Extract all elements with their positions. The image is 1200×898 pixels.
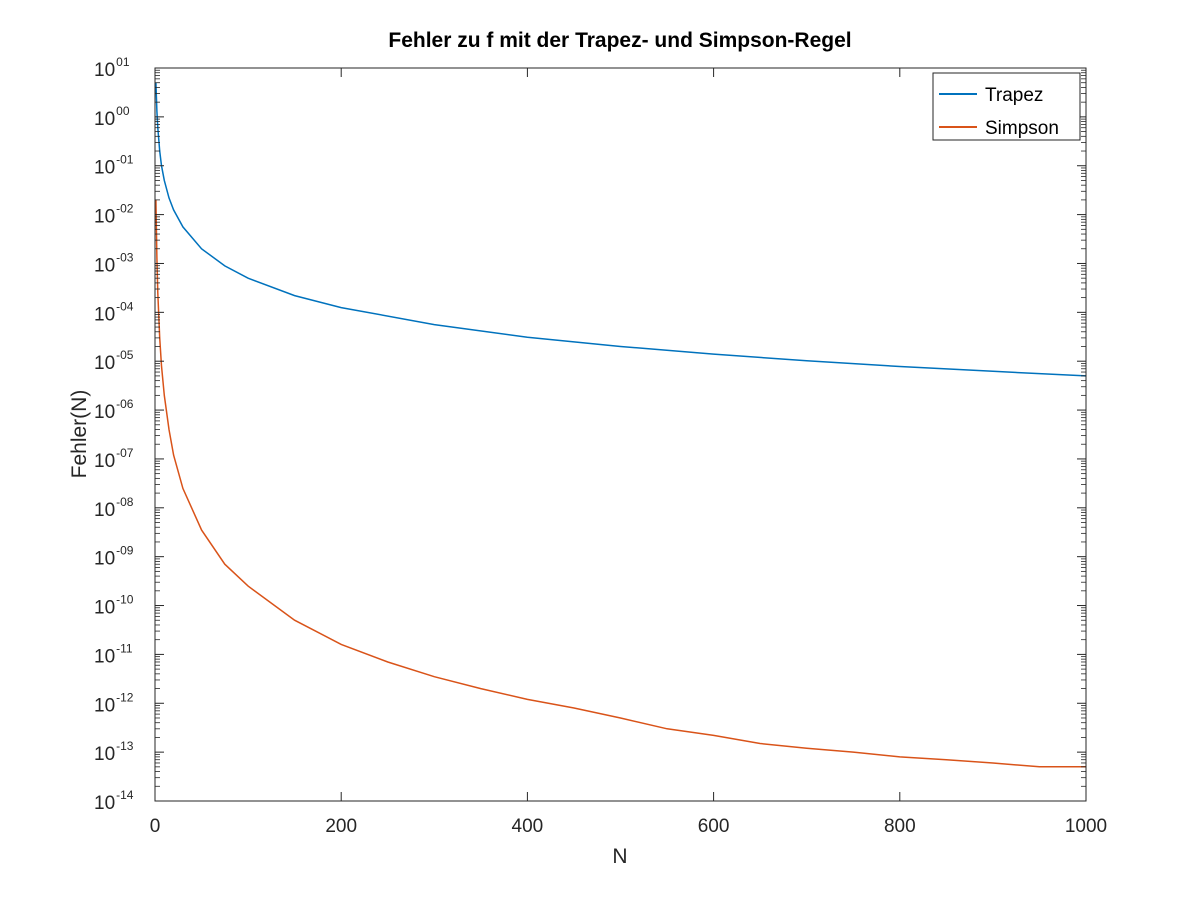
y-tick-label: 10-10 — [94, 593, 134, 619]
y-tick-label: 10-06 — [94, 397, 134, 423]
y-tick-label: 10-07 — [94, 446, 134, 472]
y-tick-labels: 1001 1000 10-01 10-02 10-03 10-04 10-05 10-06 10… — [94, 55, 134, 814]
y-tick-label: 10-01 — [94, 153, 134, 179]
y-tick-label: 1000 — [94, 104, 130, 130]
legend-box — [932, 72, 1081, 141]
series-line-trapez — [155, 82, 1087, 377]
y-axis-label: Fehler(N) — [68, 390, 91, 479]
ticks-layer — [154, 67, 1087, 802]
chart-title: Fehler zu f mit der Trapez- und Simpson-… — [388, 29, 851, 52]
legend-label-trapez: Trapez — [985, 85, 1043, 106]
x-tick-label: 200 — [325, 816, 357, 837]
series-layer — [155, 82, 1087, 768]
x-tick-label: 400 — [512, 816, 544, 837]
y-tick-label: 10-04 — [94, 299, 134, 325]
x-tick-label: 1000 — [1065, 816, 1107, 837]
y-tick-label: 10-11 — [94, 641, 133, 667]
y-tick-label: 10-08 — [94, 495, 134, 521]
y-tick-label: 10-02 — [94, 202, 134, 228]
x-tick-label: 0 — [150, 816, 161, 837]
x-tick-labels: 0 200 400 600 800 1000 — [150, 816, 1107, 837]
series-line-simpson — [155, 199, 1086, 768]
y-tick-label: 10-03 — [94, 250, 134, 276]
x-axis-label: N — [612, 845, 627, 868]
y-tick-label: 10-05 — [94, 348, 134, 374]
y-tick-label: 10-12 — [94, 690, 134, 716]
plot-area — [155, 68, 1086, 801]
x-tick-label: 800 — [884, 816, 916, 837]
y-tick-label: 10-09 — [94, 544, 134, 570]
legend-label-simpson: Simpson — [985, 118, 1059, 139]
plot-frame — [154, 67, 1087, 802]
legend: Trapez Simpson — [932, 72, 1081, 141]
x-tick-label: 600 — [698, 816, 730, 837]
y-tick-label: 10-13 — [94, 739, 134, 765]
y-tick-label: 1001 — [94, 55, 130, 81]
y-tick-label: 10-14 — [94, 788, 134, 814]
